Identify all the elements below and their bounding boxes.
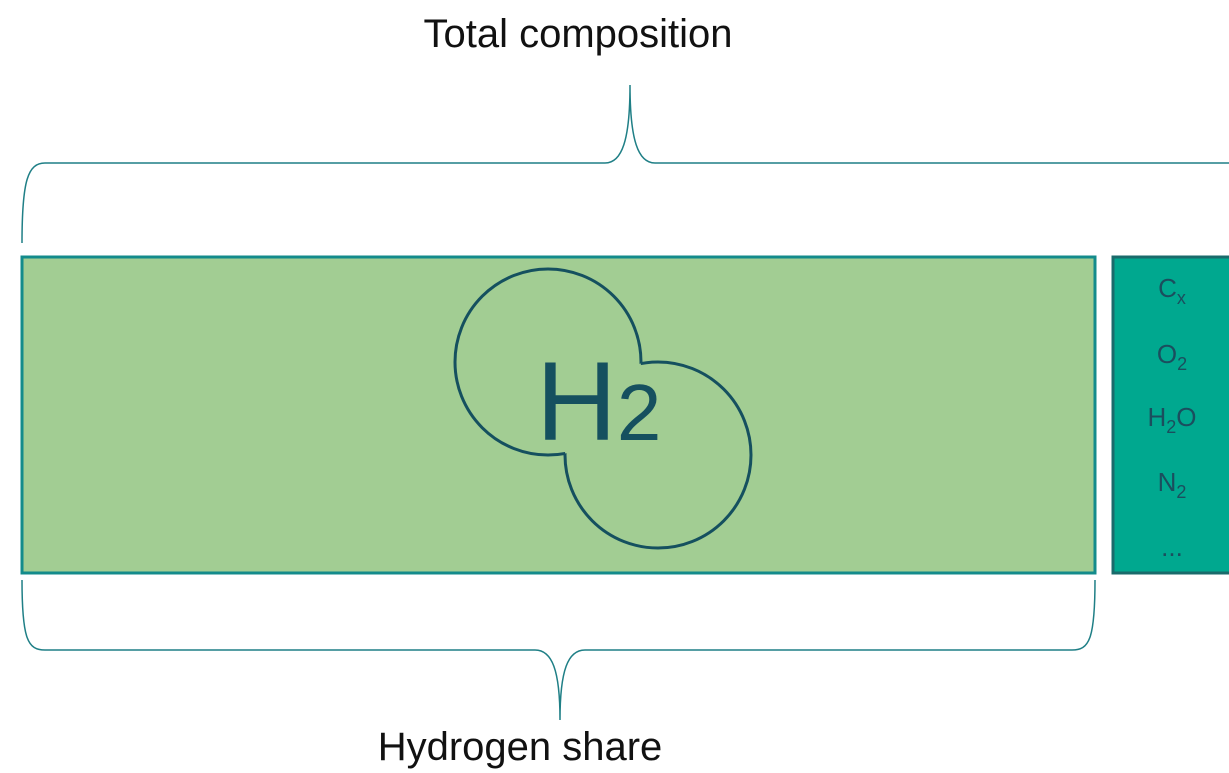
atom-outline <box>453 267 643 457</box>
element: H <box>1147 402 1166 432</box>
element: ... <box>1161 532 1183 562</box>
element: N <box>1158 467 1177 497</box>
hydrogen-label: Hydrogen share <box>378 725 663 769</box>
element: C <box>1158 273 1177 303</box>
component: N2 <box>1158 467 1187 502</box>
other-bar <box>1111 255 1229 575</box>
atom-outline <box>563 360 753 550</box>
component: ... <box>1161 532 1183 562</box>
hydrogen-bar <box>20 255 1097 575</box>
molecule-formula: H2 <box>536 339 661 464</box>
element: O <box>1176 402 1196 432</box>
total-brace <box>21 84 1229 244</box>
hydrogen-brace <box>21 579 1096 721</box>
component: H2O <box>1147 402 1196 437</box>
component-list: CxO2H2ON2... <box>1147 273 1196 562</box>
subscript: 2 <box>1166 417 1176 437</box>
component: Cx <box>1158 273 1186 308</box>
molecule-count: 2 <box>617 368 662 457</box>
subscript: x <box>1177 288 1186 308</box>
element: O <box>1157 339 1177 369</box>
molecule-symbol: H <box>536 339 617 464</box>
subscript: 2 <box>1176 482 1186 502</box>
title: Total composition <box>423 12 732 56</box>
component: O2 <box>1157 339 1187 374</box>
subscript: 2 <box>1177 354 1187 374</box>
